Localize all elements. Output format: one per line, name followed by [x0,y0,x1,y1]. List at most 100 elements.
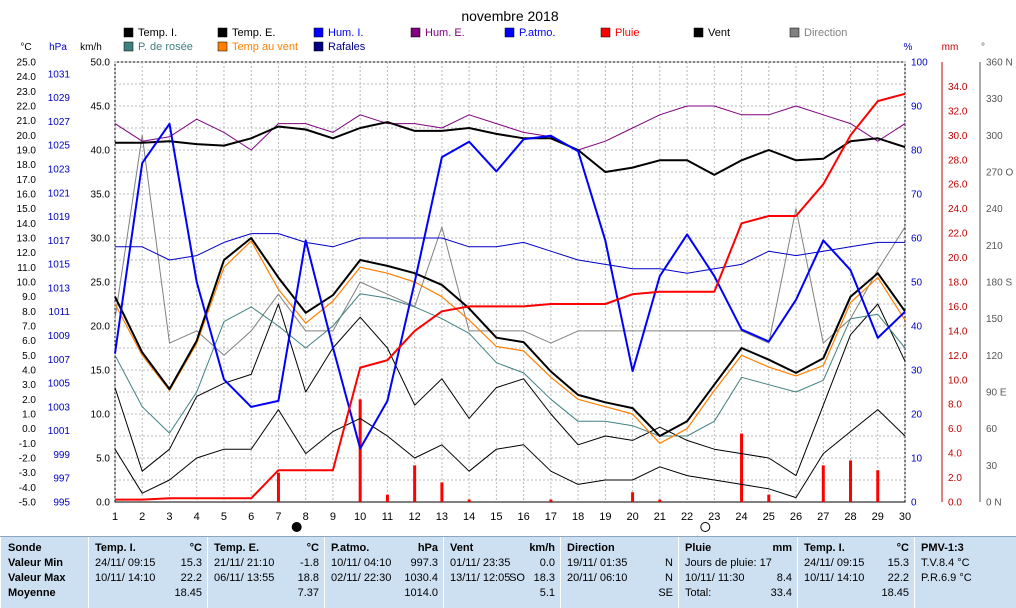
rain-tick-label: 14.0 [948,326,968,337]
x-tick-label: 24 [735,511,747,523]
humidity-tick-label: 0 [911,498,917,509]
stats-header: Temp. E. [214,542,260,554]
x-tick-label: 14 [463,511,475,523]
stats-avg-value: 1014.0 [404,587,438,599]
stats-min-when: 21/11/ 21:10 [214,557,275,569]
pressure-tick-label: 1025 [48,141,71,152]
stats-column-labels: Sonde Valeur Min Valeur Max Moyenne [0,537,89,608]
temp-in-line [115,121,906,176]
stats-max-value: 8.4 [776,572,792,584]
humidity-tick-label: 80 [911,146,923,157]
rain-tick-label: 26.0 [948,180,968,191]
new-moon-icon [291,522,302,532]
legend-swatch [217,41,228,52]
rain-tick-label: 34.0 [948,82,968,93]
legend-swatch [217,27,228,38]
direction-tick-label: 330 [986,94,1003,105]
stats-min-value: 15.3 [887,557,909,569]
stats-header: PMV-1:3 [921,542,964,554]
x-tick-label: 13 [436,511,448,523]
pressure-tick-label: 1013 [48,283,71,294]
legend-swatch [123,41,134,52]
stats-avg-label: Total: [685,587,712,599]
stats-min-value: 15.3 [180,557,202,569]
pressure-tick-label: 999 [53,450,70,461]
temp-tick-label: -5.0 [19,498,37,509]
legend-swatch [600,27,611,38]
stats-unit: °C [189,542,202,554]
stats-header: P.atmo. [331,542,370,554]
x-tick-label: 30 [899,511,911,523]
rain-tick-label: 10.0 [948,375,968,386]
pressure-tick-label: 1019 [48,212,71,223]
wind-tick-label: 35.0 [91,190,111,201]
rain-bar [549,499,553,502]
wind-line [114,409,906,499]
humidity-axis-label: % [904,42,913,53]
stats-min-when: 24/11/ 09:15 [804,557,865,569]
stats-column-temp_i2: Temp. I. °C 24/11/ 09:15 15.3 10/11/ 14:10 22… [797,537,915,608]
x-tick-label: 2 [139,511,145,523]
temp-tick-label: 17.0 [17,175,37,186]
humidity-tick-label: 40 [911,322,923,333]
x-tick-label: 18 [572,511,584,523]
direction-axis-label: ° [981,42,985,53]
stats-row-label: Sonde [8,542,42,554]
windchill-line [114,240,906,444]
wind-tick-label: 25.0 [91,278,111,289]
pressure-tick-label: 1001 [48,426,71,437]
temp-tick-label: 5.0 [22,351,36,362]
x-tick-label: 1 [112,511,118,523]
humidity-tick-label: 100 [911,58,928,69]
legend-label: Hum. E. [425,27,465,39]
x-tick-label: 21 [654,511,666,523]
stats-max-value: 1030.4 [404,572,438,584]
rain-bar [467,499,471,502]
stats-max-value: 22.2 [887,572,909,584]
stats-avg-value: 18.45 [174,587,202,599]
x-tick-label: 10 [354,511,366,523]
x-tick-label: 22 [681,511,693,523]
direction-tick-label: 120 [986,351,1003,362]
wind-tick-label: 5.0 [96,454,110,465]
temp-tick-label: 19.0 [17,146,37,157]
wind-tick-label: 40.0 [91,146,111,157]
x-tick-label: 25 [763,511,775,523]
direction-tick-label: 240 [986,204,1003,215]
rain-bar [821,465,825,502]
humidity-out-line [114,105,906,151]
temp-tick-label: 12.0 [17,248,37,259]
stats-max-dir: SO [509,572,525,584]
legend-label: Rafales [328,41,366,53]
direction-tick-label: 210 [986,241,1003,252]
stats-column-pmv: PMV-1:3 T.V.8.4 °C P.R.6.9 °C [914,537,1016,608]
rain-bar [658,499,662,502]
stats-column-vent: Vent km/h 01/11/ 23:35 0.0 13/11/ 12:05 SO 18.… [443,537,561,608]
legend-label: Temp. I. [138,27,177,39]
stats-column-temp_e: Temp. E. °C 21/11/ 21:10 -1.8 06/11/ 13:55 18… [207,537,325,608]
temp-tick-label: 21.0 [17,116,37,127]
pressure-tick-label: 1021 [48,188,71,199]
rain-tick-label: 20.0 [948,253,968,264]
x-tick-label: 12 [409,511,421,523]
stats-avg-value: 33.4 [770,587,792,599]
x-tick-label: 17 [545,511,557,523]
wind-tick-label: 15.0 [91,366,111,377]
full-moon-icon [700,522,711,532]
temp-tick-label: 1.0 [22,410,36,421]
wind-tick-label: 20.0 [91,322,111,333]
pressure-tick-label: 1011 [48,307,70,318]
stats-min-value: N [665,557,673,569]
temp-tick-label: 4.0 [22,366,36,377]
legend-label: P. de rosée [138,41,193,53]
stats-header: Direction [567,542,615,554]
direction-tick-label: 30 [986,461,998,472]
legend-label: Temp. E. [232,27,275,39]
wind-tick-label: 50.0 [91,58,111,69]
temp-tick-label: 16.0 [17,190,37,201]
temp-tick-label: 10.0 [17,278,37,289]
x-tick-label: 28 [844,511,856,523]
legend-swatch [693,27,704,38]
direction-tick-label: 270 O [986,168,1013,179]
legend-swatch [504,27,515,38]
